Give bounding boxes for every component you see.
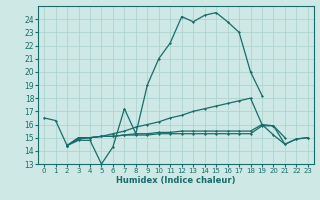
X-axis label: Humidex (Indice chaleur): Humidex (Indice chaleur): [116, 176, 236, 185]
